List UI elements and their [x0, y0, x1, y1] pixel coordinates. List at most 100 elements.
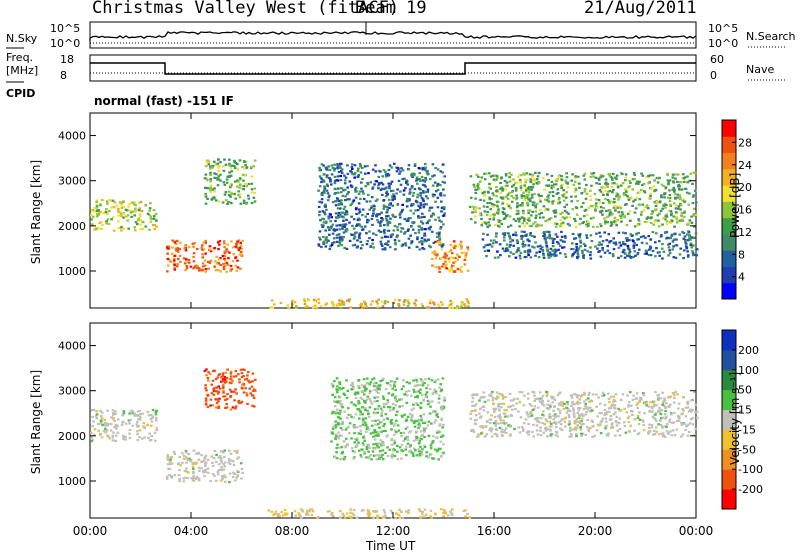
power-cell-5 [586, 220, 590, 223]
velocity-cell-3 [419, 388, 422, 391]
power-cell-1 [175, 243, 178, 246]
power-cell-4 [438, 267, 441, 271]
velocity-cell-3 [436, 415, 440, 418]
velocity-cell-1 [211, 464, 215, 468]
power-cell-2 [224, 191, 228, 194]
power-cell-5 [553, 183, 556, 186]
power-cell-0 [152, 209, 156, 212]
velocity-cell-3 [423, 444, 426, 447]
power-cell-6 [508, 245, 512, 248]
power-cell-6 [536, 245, 540, 248]
power-cell-5 [545, 207, 548, 210]
power-cell-0 [138, 213, 142, 216]
power-cell-5 [592, 216, 595, 219]
power-cell-5 [617, 186, 620, 189]
power-cell-6 [629, 256, 633, 259]
velocity-cell-0 [122, 412, 126, 415]
velocity-cell-5 [267, 509, 271, 512]
power-cell-5 [626, 212, 630, 215]
velocity-cell-4 [573, 415, 576, 418]
velocity-cell-5 [345, 512, 349, 515]
velocity-cell-5 [389, 509, 393, 512]
velocity-cell-3 [393, 439, 396, 442]
velocity-cell-4 [663, 435, 667, 438]
velocity-cell-5 [430, 516, 433, 519]
velocity-cell-4 [657, 410, 660, 413]
velocity-cell-3 [357, 441, 360, 444]
power-cell-5 [692, 225, 696, 228]
power-cell-3 [318, 210, 321, 213]
power-cell-5 [664, 218, 667, 221]
velocity-cell-5 [442, 515, 445, 518]
power-cell-3 [410, 174, 414, 177]
power-cell-6 [645, 242, 649, 245]
power-cell-5 [576, 199, 579, 203]
power-cell-3 [354, 186, 358, 189]
power-cell-1 [238, 246, 242, 249]
power-cell-3 [385, 186, 388, 189]
power-cell-6 [531, 245, 534, 248]
power-cell-5 [524, 178, 527, 181]
power-cell-5 [578, 182, 581, 185]
power-cell-6 [654, 241, 657, 244]
velocity-cell-3 [428, 412, 432, 415]
velocity-cell-2 [225, 406, 229, 409]
velocity-cell-0 [133, 412, 136, 415]
power-cell-3 [331, 242, 334, 245]
power-cell-5 [583, 190, 587, 193]
velocity-cell-3 [340, 434, 343, 437]
power-cell-5 [477, 175, 480, 178]
power-cell-5 [489, 187, 493, 190]
velocity-cell-2 [231, 406, 235, 409]
power-cell-0 [128, 202, 131, 206]
velocity-cell-5 [383, 516, 386, 519]
velocity-cell-3 [396, 458, 400, 461]
velocity-cell-1 [202, 471, 205, 474]
velocity-cell-4 [588, 391, 591, 394]
velocity-cell-3 [346, 416, 349, 419]
power-cell-6 [609, 239, 613, 243]
velocity-cell-3 [409, 449, 412, 452]
velocity-cell-4 [578, 398, 582, 401]
velocity-cell-2 [247, 379, 250, 382]
power-cell-1 [216, 241, 220, 244]
time-xtick-label: 12:00 [376, 524, 411, 538]
velocity-cell-4 [526, 413, 529, 416]
velocity-cell-3 [362, 419, 365, 422]
power-cell-3 [435, 190, 438, 193]
power-cell-5 [531, 201, 535, 204]
velocity-cell-3 [443, 399, 446, 402]
velocity-cell-4 [525, 431, 529, 434]
power-cell-3 [397, 239, 401, 242]
velocity-cell-4 [691, 423, 695, 426]
power-cell-3 [423, 215, 426, 218]
power-cell-5 [594, 204, 598, 207]
power-cell-5 [621, 213, 624, 216]
power-cell-3 [337, 202, 341, 206]
velocity-cell-3 [368, 397, 371, 400]
power-cell-4 [460, 245, 463, 248]
velocity-cell-3 [418, 449, 421, 453]
power-cell-6 [679, 247, 682, 250]
power-cell-6 [553, 249, 556, 252]
velocity-cell-3 [393, 385, 396, 388]
velocity-cell-2 [204, 402, 208, 405]
power-cell-3 [433, 181, 437, 184]
power-cell-0 [144, 204, 148, 207]
power-cell-3 [421, 183, 425, 186]
power-cell-4 [443, 255, 446, 258]
velocity-cell-3 [395, 431, 398, 434]
power-cell-3 [399, 222, 402, 226]
velocity-cell-0 [124, 435, 127, 438]
power-cell-6 [581, 254, 585, 258]
power-cell-5 [505, 196, 509, 199]
power-cell-5 [607, 173, 610, 176]
velocity-cell-4 [635, 403, 639, 406]
power-cell-3 [413, 164, 417, 167]
power-cell-7 [428, 302, 432, 305]
power-cell-5 [560, 184, 563, 187]
power-cell-6 [522, 240, 525, 243]
velocity-cell-1 [185, 461, 188, 464]
power-ytick-label: 2000 [58, 220, 86, 233]
velocity-cell-3 [359, 429, 363, 432]
